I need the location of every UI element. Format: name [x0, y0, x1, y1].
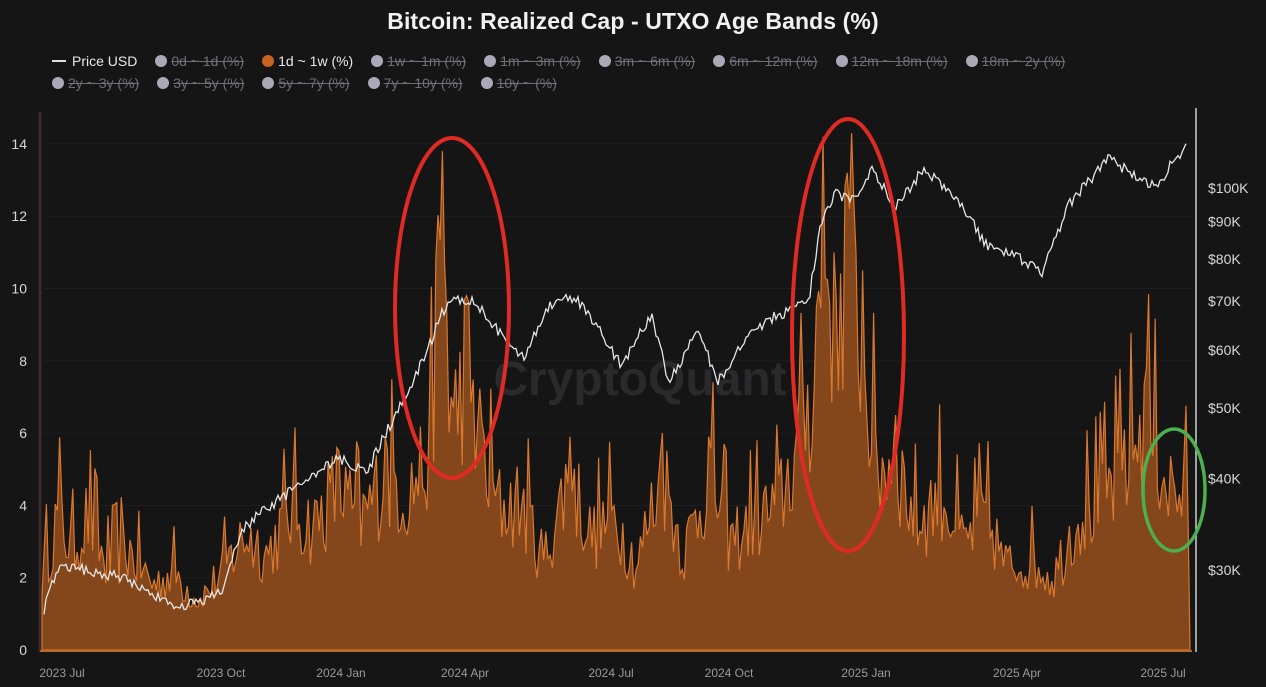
circle-swatch-icon — [155, 55, 168, 67]
legend-label: 3y ~ 5y (%) — [173, 75, 245, 91]
legend-label: 12m ~ 18m (%) — [851, 53, 948, 69]
y-tick-label: 6 — [19, 425, 27, 441]
circle-swatch-icon — [367, 77, 380, 89]
legend-label: 5y ~ 7y (%) — [278, 75, 350, 91]
legend-item[interactable]: 3y ~ 5y (%) — [157, 72, 244, 94]
legend-item[interactable]: 18m ~ 2y (%) — [965, 50, 1066, 72]
right-axis-ticks: $30K $40K $50K $60K $70K $80K $90K $100K — [1208, 180, 1249, 578]
x-tick-label: 2025 Jul — [1140, 666, 1185, 680]
legend-item[interactable]: 1m ~ 3m (%) — [484, 50, 581, 72]
legend-item[interactable]: 7y ~ 10y (%) — [367, 72, 463, 94]
price-tick-label: $40K — [1208, 471, 1241, 487]
x-tick-label: 2024 Oct — [705, 666, 754, 680]
legend-item[interactable]: 12m ~ 18m (%) — [835, 50, 948, 72]
x-tick-label: 2024 Jan — [316, 666, 365, 680]
y-tick-label: 8 — [19, 353, 27, 369]
utxo-1d-1w-area — [41, 133, 1191, 651]
legend-row: 2y ~ 3y (%) 3y ~ 5y (%) 5y ~ 7y (%) 7y ~ 10… — [52, 72, 1252, 94]
left-axis-ticks: 0 2 4 6 8 10 12 14 — [11, 136, 27, 658]
watermark: CryptoQuant — [493, 353, 786, 406]
price-tick-label: $70K — [1208, 293, 1241, 309]
legend-item[interactable]: Price USD — [52, 50, 137, 72]
x-tick-label: 2023 Oct — [197, 666, 246, 680]
price-tick-label: $100K — [1208, 180, 1249, 196]
circle-swatch-icon — [157, 77, 170, 89]
price-tick-label: $80K — [1208, 251, 1241, 267]
legend-label: 6m ~ 12m (%) — [729, 53, 818, 69]
circle-swatch-icon — [262, 55, 275, 67]
x-tick-label: 2025 Jan — [841, 666, 890, 680]
x-tick-label: 2023 Jul — [39, 666, 84, 680]
y-tick-label: 10 — [11, 281, 27, 297]
chart-title: Bitcoin: Realized Cap - UTXO Age Bands (… — [387, 8, 879, 34]
legend-label: 10y ~ (%) — [496, 75, 557, 91]
circle-swatch-icon — [484, 55, 497, 67]
legend-item[interactable]: 1w ~ 1m (%) — [371, 50, 466, 72]
legend-label: Price USD — [72, 53, 138, 69]
legend-item[interactable]: 3m ~ 6m (%) — [598, 50, 696, 72]
y-tick-label: 14 — [11, 136, 27, 152]
circle-swatch-icon — [262, 77, 275, 89]
circle-swatch-icon — [713, 55, 726, 67]
circle-swatch-icon — [835, 55, 848, 67]
annotation-green-ellipse-2025-jul — [1141, 427, 1207, 553]
annotation-red-ellipse-2024-dec — [790, 117, 906, 553]
line-swatch-icon — [52, 60, 66, 62]
price-tick-label: $90K — [1208, 213, 1241, 229]
legend-item[interactable]: 6m ~ 12m (%) — [713, 50, 818, 72]
circle-swatch-icon — [371, 55, 384, 67]
circle-swatch-icon — [52, 77, 64, 89]
legend-label: 18m ~ 2y (%) — [981, 53, 1066, 69]
legend-item[interactable]: 2y ~ 3y (%) — [52, 72, 139, 94]
y-tick-label: 0 — [19, 642, 27, 658]
legend-label: 0d ~ 1d (%) — [171, 53, 245, 69]
legend-item[interactable]: 0d ~ 1d (%) — [155, 50, 244, 72]
legend-label: 1d ~ 1w (%) — [278, 53, 354, 69]
legend-label: 1w ~ 1m (%) — [387, 53, 467, 69]
price-tick-label: $60K — [1208, 342, 1241, 358]
y-tick-label: 4 — [19, 497, 27, 513]
legend-item[interactable]: 10y ~ (%) — [480, 72, 557, 94]
price-tick-label: $50K — [1208, 400, 1241, 416]
legend-label: 3m ~ 6m (%) — [614, 53, 696, 69]
legend-label: 2y ~ 3y (%) — [68, 75, 140, 91]
x-tick-label: 2024 Jul — [588, 666, 633, 680]
y-tick-label: 12 — [11, 208, 27, 224]
legend-item[interactable]: 5y ~ 7y (%) — [262, 72, 350, 94]
circle-swatch-icon — [965, 55, 978, 67]
legend-item[interactable]: 1d ~ 1w (%) — [262, 50, 353, 72]
price-tick-label: $30K — [1208, 562, 1241, 578]
legend: Price USD 0d ~ 1d (%) 1d ~ 1w (%) 1w ~ 1m (… — [52, 50, 1252, 94]
legend-row: Price USD 0d ~ 1d (%) 1d ~ 1w (%) 1w ~ 1m (… — [52, 50, 1252, 72]
circle-swatch-icon — [480, 77, 493, 89]
y-tick-label: 2 — [19, 570, 27, 586]
circle-swatch-icon — [598, 55, 611, 67]
legend-label: 1m ~ 3m (%) — [500, 53, 581, 69]
legend-label: 7y ~ 10y (%) — [383, 75, 463, 91]
x-axis-ticks: 2023 Jul 2023 Oct 2024 Jan 2024 Apr 2024 Jul… — [39, 666, 1185, 680]
x-tick-label: 2024 Apr — [441, 666, 489, 680]
x-tick-label: 2025 Apr — [993, 666, 1041, 680]
price-usd-line — [43, 143, 1187, 615]
annotation-red-ellipse-2024-mar — [393, 136, 511, 480]
